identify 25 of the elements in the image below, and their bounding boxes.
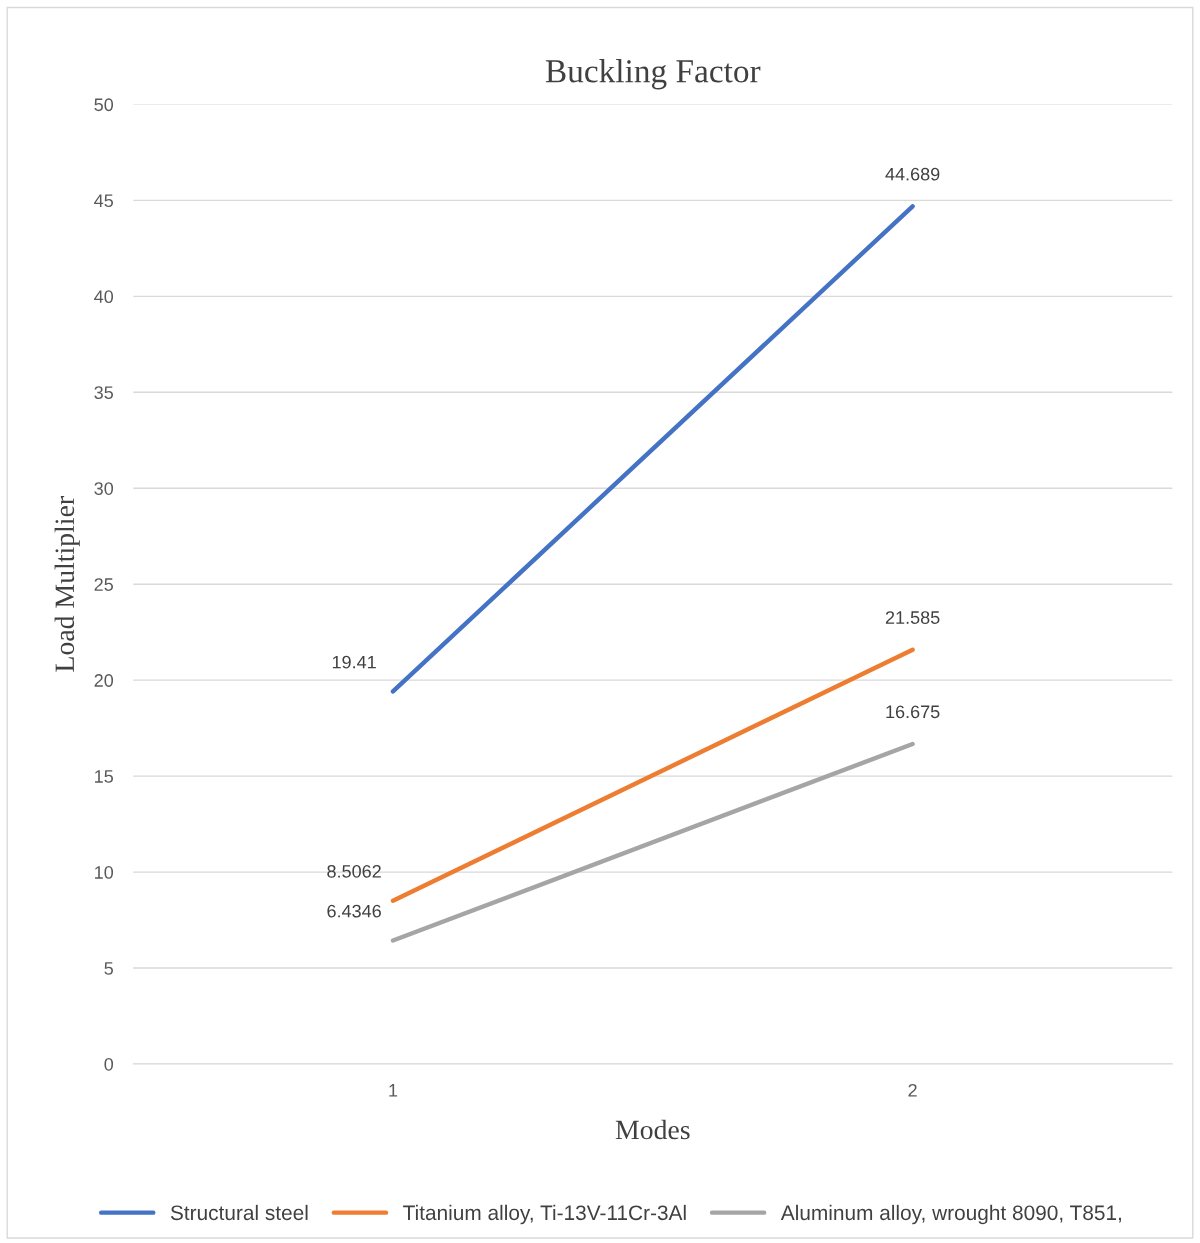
y-tick-label: 35 xyxy=(94,386,113,400)
y-tick-label: 15 xyxy=(95,770,113,783)
y-tick-label: 40 xyxy=(94,290,114,304)
y-tick-label: 50 xyxy=(94,98,114,112)
legend-label: Aluminum alloy, wrought 8090, T851, xyxy=(780,1204,1121,1225)
x-axis-title: Modes xyxy=(615,1119,690,1140)
data-label: 44.689 xyxy=(885,167,940,181)
y-tick-label: 10 xyxy=(95,866,114,879)
y-tick-label: 5 xyxy=(104,962,113,975)
data-label: 8.5062 xyxy=(327,864,381,878)
x-tick-label: 2 xyxy=(908,1083,917,1097)
legend-label: Titanium alloy, Ti-13V-11Cr-3Al xyxy=(403,1204,686,1225)
data-label: 6.4346 xyxy=(327,904,381,918)
y-axis-title: Load Multiplier xyxy=(54,496,80,672)
y-tick-label: 0 xyxy=(104,1057,114,1071)
legend-label: Structural steel xyxy=(170,1204,308,1221)
data-label: 21.585 xyxy=(885,611,940,624)
y-tick-label: 25 xyxy=(94,578,113,591)
x-tick-label: 1 xyxy=(389,1084,398,1097)
data-label: 16.675 xyxy=(886,705,940,719)
y-tick-label: 45 xyxy=(94,194,113,208)
y-tick-label: 20 xyxy=(94,674,114,687)
data-label: 19.41 xyxy=(332,655,376,669)
y-tick-label: 30 xyxy=(94,482,114,495)
chart-title: Buckling Factor xyxy=(545,59,761,90)
